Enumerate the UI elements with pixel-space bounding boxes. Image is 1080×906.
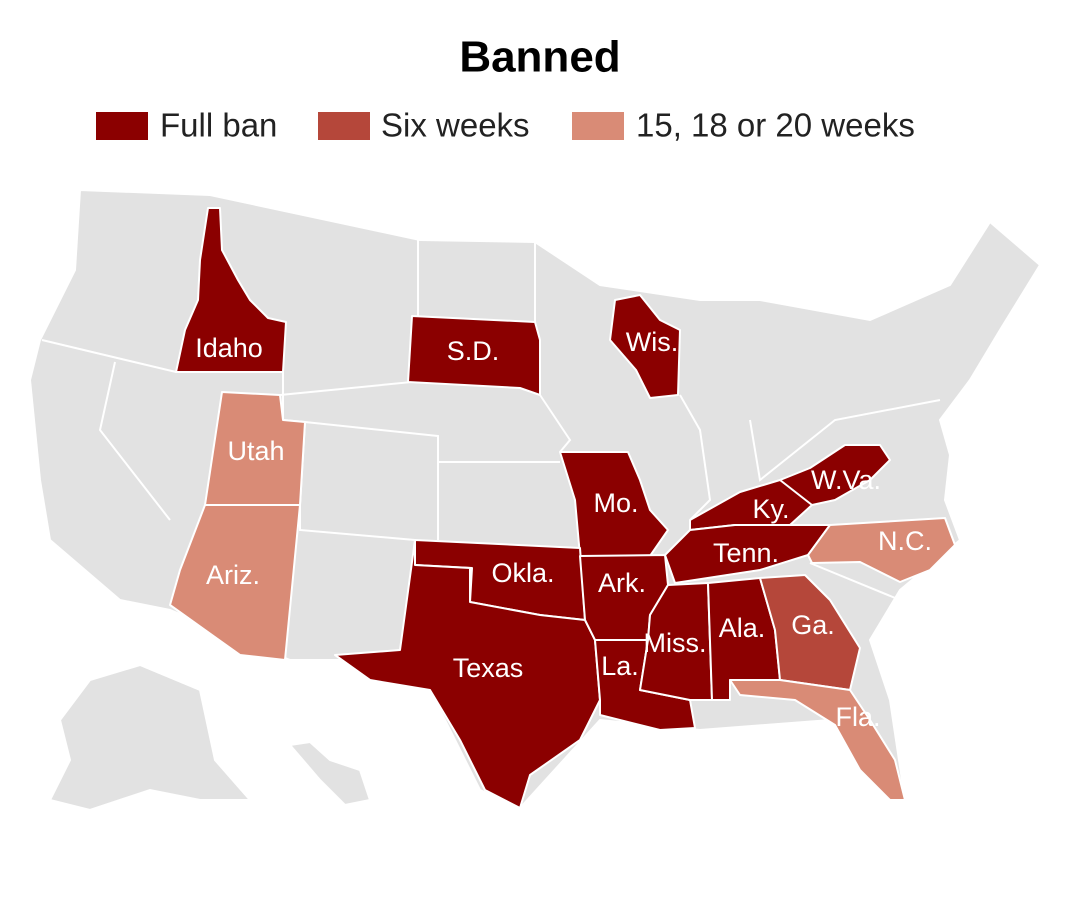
state-label: Ga. xyxy=(791,610,835,640)
legend-swatch xyxy=(572,112,624,140)
map-title: Banned xyxy=(459,33,620,82)
state-label: Fla. xyxy=(835,702,880,732)
state xyxy=(807,517,956,583)
border xyxy=(679,394,712,521)
state-label: Okla. xyxy=(491,558,554,588)
states xyxy=(169,207,956,809)
legend: Full ban Six weeks 15, 18 or 20 weeks xyxy=(96,107,915,144)
state xyxy=(169,504,301,661)
state xyxy=(639,582,713,701)
state-label: Miss. xyxy=(644,628,707,658)
state-labels: Idaho S.D. Wis. Mo. Ky. W.Va. Tenn. Okla. Texas A… xyxy=(195,327,932,732)
state-label: Mo. xyxy=(593,488,638,518)
legend-label: Six weeks xyxy=(381,107,530,144)
state-label: La. xyxy=(601,651,639,681)
state xyxy=(175,207,287,373)
state xyxy=(729,679,906,801)
legend-swatch xyxy=(318,112,370,140)
border xyxy=(749,399,941,482)
state-label: Tenn. xyxy=(713,538,779,568)
legend-swatch xyxy=(96,112,148,140)
state xyxy=(559,451,669,557)
legend-label: Full ban xyxy=(160,107,277,144)
state-label: Ala. xyxy=(719,613,766,643)
border xyxy=(809,562,901,601)
state-label: S.D. xyxy=(447,336,500,366)
state-label: Idaho xyxy=(195,333,263,363)
state-label: Utah xyxy=(227,436,284,466)
hawaii xyxy=(288,740,372,807)
state xyxy=(779,444,891,506)
legend-label: 15, 18 or 20 weeks xyxy=(636,107,915,144)
state-label: W.Va. xyxy=(811,465,881,495)
state-label: Texas xyxy=(453,653,524,683)
alaska xyxy=(48,663,253,812)
state-label: Wis. xyxy=(626,327,678,357)
state xyxy=(609,294,681,399)
state xyxy=(759,574,861,691)
border xyxy=(539,394,572,453)
border xyxy=(98,361,171,521)
state xyxy=(407,315,541,396)
state-label: N.C. xyxy=(878,526,932,556)
state-label: Ky. xyxy=(752,494,789,524)
state-label: Ariz. xyxy=(206,560,260,590)
state-label: Ark. xyxy=(598,568,646,598)
state xyxy=(334,539,601,809)
